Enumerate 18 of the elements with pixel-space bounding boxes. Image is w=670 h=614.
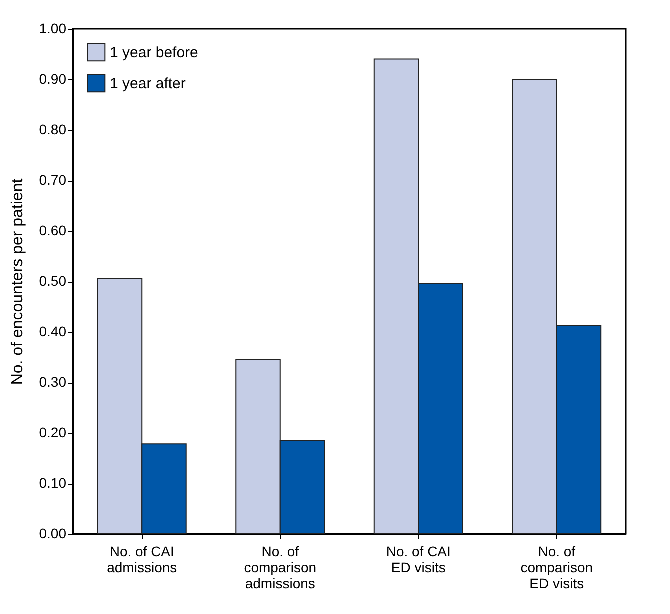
y-tick-label: 0.70 (39, 172, 67, 188)
y-axis-title: No. of encounters per patient (9, 178, 26, 386)
y-tick-label: 0.10 (39, 475, 67, 491)
y-tick-label: 1.00 (39, 20, 67, 36)
y-tick-label: 0.80 (39, 122, 67, 138)
x-tick-label: No. of comparison ED visits (520, 544, 594, 592)
y-tick-label: 0.00 (39, 526, 67, 542)
legend-label: 1 year after (110, 76, 186, 92)
x-tick-label: No. of CAI ED visits (386, 544, 451, 576)
y-tick-label: 0.30 (39, 374, 67, 390)
x-tick-label: No. of comparison admissions (244, 544, 317, 592)
y-tick-label: 0.40 (39, 324, 67, 340)
y-tick-label: 0.90 (39, 71, 67, 87)
y-tick-label: 0.50 (39, 273, 67, 289)
y-tick-label: 0.20 (39, 424, 67, 440)
legend-label: 1 year before (110, 44, 198, 62)
x-tick-label: No. of CAI admissions (107, 544, 178, 576)
y-tick-label: 0.60 (39, 222, 67, 238)
